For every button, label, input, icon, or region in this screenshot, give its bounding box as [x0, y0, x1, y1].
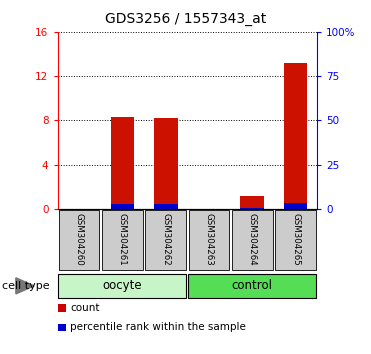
- Text: GSM304264: GSM304264: [248, 213, 257, 266]
- Bar: [284, 63, 308, 209]
- Text: count: count: [70, 303, 100, 313]
- Text: GDS3256 / 1557343_at: GDS3256 / 1557343_at: [105, 12, 266, 27]
- Text: GSM304262: GSM304262: [161, 213, 170, 266]
- Bar: [284, 203, 308, 209]
- Bar: [154, 204, 178, 209]
- Bar: [111, 204, 134, 209]
- Bar: [111, 117, 134, 209]
- Polygon shape: [16, 278, 34, 294]
- Text: GSM304263: GSM304263: [204, 213, 213, 266]
- FancyBboxPatch shape: [189, 210, 229, 270]
- Bar: [240, 195, 264, 209]
- Text: percentile rank within the sample: percentile rank within the sample: [70, 322, 246, 332]
- FancyBboxPatch shape: [232, 210, 273, 270]
- FancyBboxPatch shape: [275, 210, 316, 270]
- FancyBboxPatch shape: [188, 274, 316, 298]
- Text: GSM304260: GSM304260: [75, 213, 83, 266]
- Text: GSM304265: GSM304265: [291, 213, 300, 266]
- Bar: [154, 118, 178, 209]
- FancyBboxPatch shape: [59, 210, 99, 270]
- Bar: [240, 207, 264, 209]
- FancyBboxPatch shape: [145, 210, 186, 270]
- Text: oocyte: oocyte: [103, 279, 142, 292]
- FancyBboxPatch shape: [58, 274, 187, 298]
- Text: cell type: cell type: [2, 281, 49, 291]
- FancyBboxPatch shape: [102, 210, 143, 270]
- Text: control: control: [232, 279, 273, 292]
- Text: GSM304261: GSM304261: [118, 213, 127, 266]
